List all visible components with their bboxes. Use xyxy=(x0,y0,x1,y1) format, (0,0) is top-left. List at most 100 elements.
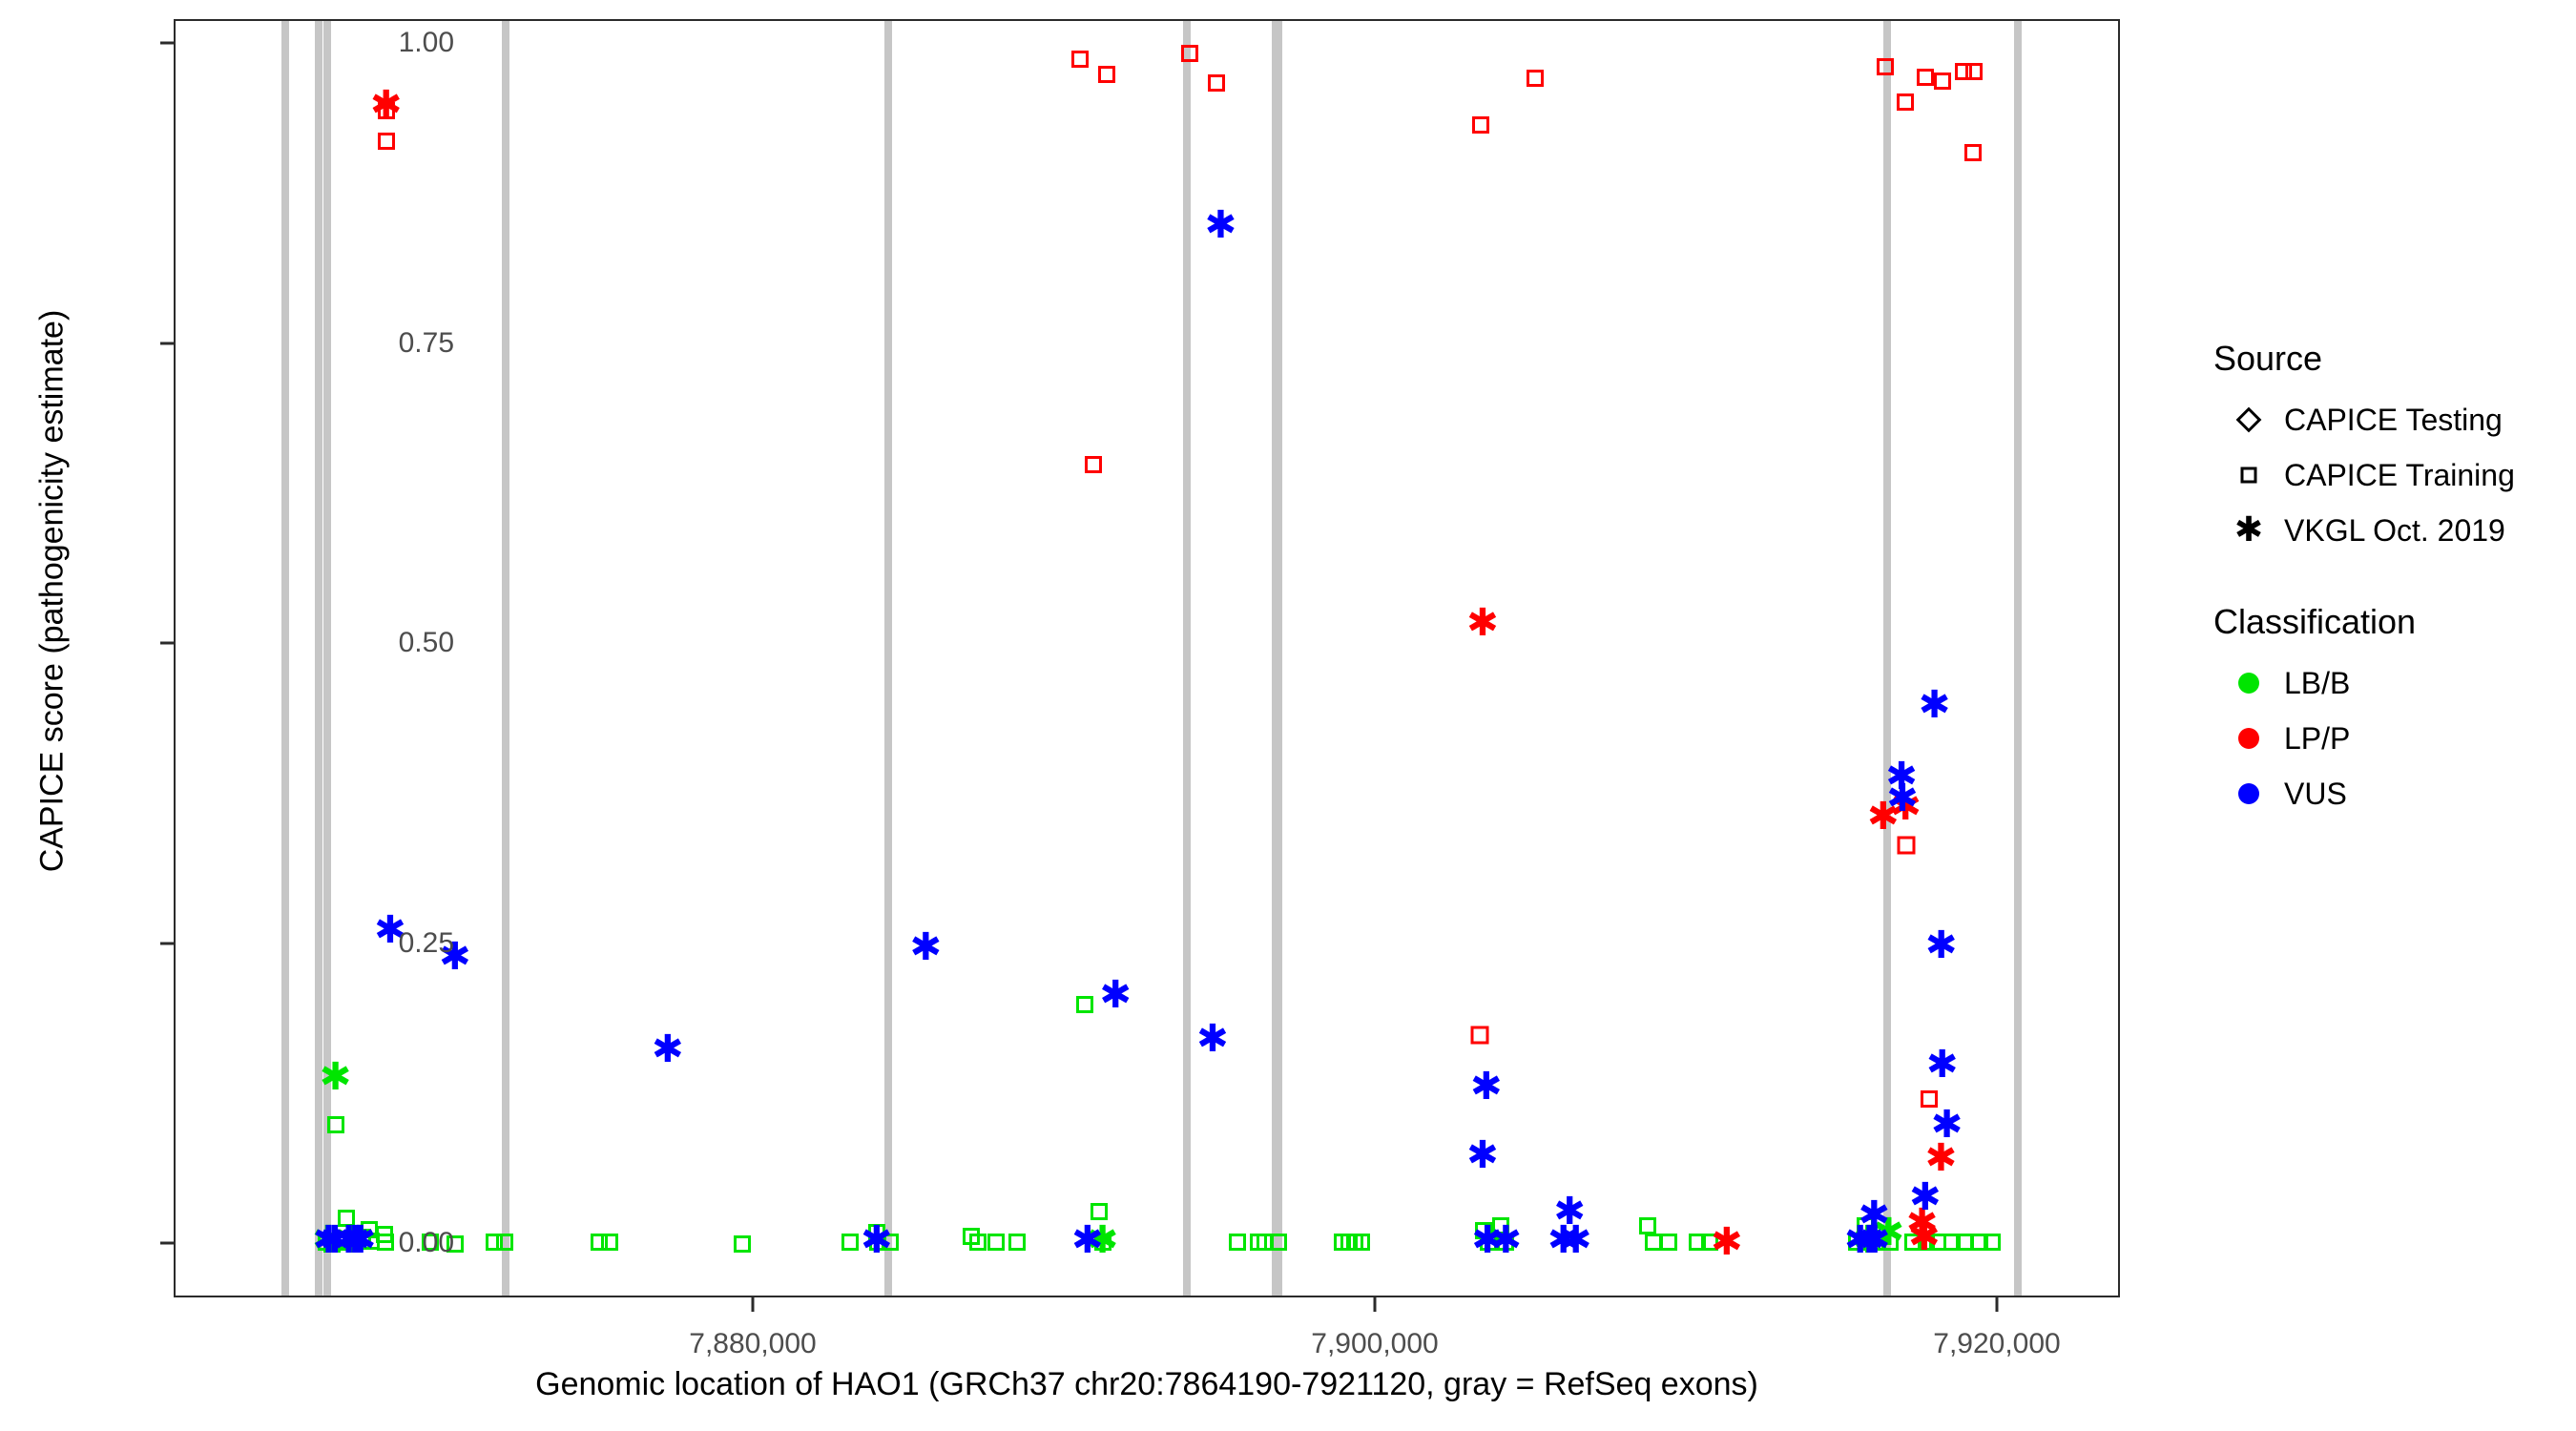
legend-source-title: Source xyxy=(2213,339,2323,378)
marker-square-icon xyxy=(1897,93,1915,112)
legend-source-label: CAPICE Testing xyxy=(2284,402,2503,437)
marker-square-icon xyxy=(1660,1234,1678,1252)
legend-source-label: VKGL Oct. 2019 xyxy=(2284,512,2505,548)
marker-square-icon xyxy=(591,1234,608,1252)
plot-area: ✱ ✱ ✱ ✱ ✱ ✱ ✱ ✱ ✱ ✱ ✱ ✱ ✱ ✱ ✱ ✱ ✱ ✱ ✱ ✱ ✱ ✱ ✱ ✱ ✱ ✱ ✱ ✱ ✱ ✱ ✱ ✱ ✱ ✱ ✱ ✱ ✱ ✱ ✱ ✱… xyxy=(176,21,2118,1296)
marker-square-icon xyxy=(882,1234,900,1252)
marker-square-icon xyxy=(1971,1234,1989,1252)
marker-square-icon xyxy=(1645,1234,1663,1252)
exon-band xyxy=(1272,21,1282,1296)
marker-square-icon xyxy=(1868,1234,1886,1252)
marker-square-icon xyxy=(1208,74,1226,93)
plot-panel: ✱ ✱ ✱ ✱ ✱ ✱ ✱ ✱ ✱ ✱ ✱ ✱ ✱ ✱ ✱ ✱ ✱ ✱ ✱ ✱ ✱ ✱ ✱ ✱ ✱ ✱ ✱ ✱ ✱ ✱ ✱ ✱ ✱ ✱ ✱ ✱ ✱ ✱ ✱ ✱… xyxy=(174,19,2120,1297)
marker-square-icon xyxy=(326,1116,344,1134)
marker-square-icon xyxy=(987,1234,1005,1252)
marker-diamond-icon xyxy=(1897,836,1916,855)
marker-square-icon xyxy=(1918,1234,1936,1252)
marker-square-icon xyxy=(1098,66,1116,84)
legend-key xyxy=(2213,655,2284,711)
legend-classification-row[interactable]: LB/B xyxy=(2213,655,2566,711)
y-tick-label: 0.50 xyxy=(398,627,454,658)
legend-classification-label: VUS xyxy=(2284,776,2347,811)
legend-classification-label: LB/B xyxy=(2284,665,2351,700)
marker-diamond-icon xyxy=(1470,1026,1489,1045)
marker-square-icon xyxy=(734,1234,752,1253)
x-tick-label: 7,880,000 xyxy=(689,1328,817,1359)
legend-key xyxy=(2213,711,2284,766)
color-dot-icon xyxy=(2238,673,2259,694)
exon-band xyxy=(1183,21,1192,1296)
color-dot-icon xyxy=(2238,783,2259,804)
legend: Source CAPICE Testing CAPICE Training ✱ VKG… xyxy=(2213,339,2566,821)
y-tick-mark xyxy=(160,641,174,645)
exon-band xyxy=(280,21,289,1296)
legend-source-row[interactable]: ✱ VKGL Oct. 2019 xyxy=(2213,503,2566,558)
exon-band xyxy=(501,21,509,1296)
marker-square-icon xyxy=(841,1234,860,1252)
marker-square-icon xyxy=(1955,62,1973,80)
legend-key xyxy=(2213,766,2284,821)
marker-square-icon xyxy=(868,1234,886,1252)
legend-spacer xyxy=(2213,558,2566,602)
marker-square-icon xyxy=(1091,1202,1109,1220)
y-tick-mark xyxy=(160,41,174,45)
marker-square-icon xyxy=(1700,1234,1718,1252)
marker-square-icon xyxy=(1956,1234,1974,1252)
x-tick-label: 7,920,000 xyxy=(1933,1328,2061,1359)
marker-square-icon xyxy=(1229,1234,1247,1252)
y-tick-label: 0.00 xyxy=(398,1227,454,1258)
legend-source-row[interactable]: CAPICE Testing xyxy=(2213,392,2566,447)
marker-square-icon xyxy=(344,1231,363,1249)
marker-square-icon xyxy=(1933,72,1951,90)
marker-square-icon xyxy=(1085,456,1103,474)
x-tick-label: 7,900,000 xyxy=(1311,1328,1439,1359)
marker-square-icon xyxy=(1848,1234,1866,1252)
marker-square-icon xyxy=(338,1210,356,1228)
marker-square-icon xyxy=(1963,144,1982,162)
legend-source-row[interactable]: CAPICE Training xyxy=(2213,447,2566,503)
marker-square-icon xyxy=(421,1234,439,1252)
marker-square-icon xyxy=(1094,1234,1112,1252)
legend-classification-label: LP/P xyxy=(2284,720,2351,756)
marker-square-icon xyxy=(1527,70,1545,88)
marker-square-icon xyxy=(1352,1234,1370,1252)
marker-square-icon xyxy=(601,1234,619,1252)
legend-classification-title: Classification xyxy=(2213,602,2417,641)
marker-square-icon xyxy=(867,1224,885,1242)
marker-square-icon xyxy=(377,1234,395,1252)
diamond-marker-icon xyxy=(2235,406,2262,433)
marker-square-icon xyxy=(1269,1234,1287,1252)
legend-classification-row[interactable]: VUS xyxy=(2213,766,2566,821)
marker-square-icon xyxy=(1070,51,1089,69)
y-tick-label: 0.75 xyxy=(398,326,454,359)
marker-square-icon xyxy=(1497,1234,1515,1252)
marker-square-icon xyxy=(1984,1234,2002,1252)
marker-square-icon xyxy=(495,1234,513,1252)
marker-square-icon xyxy=(969,1234,987,1252)
legend-classification-items: LB/B LP/P VUS xyxy=(2213,655,2566,821)
marker-square-icon xyxy=(486,1234,504,1252)
marker-square-icon xyxy=(377,132,395,150)
marker-square-icon xyxy=(1638,1216,1656,1234)
marker-square-icon xyxy=(1492,1216,1510,1234)
exon-band xyxy=(1883,21,1892,1296)
x-tick-mark xyxy=(751,1297,755,1312)
marker-square-icon xyxy=(1076,996,1094,1014)
marker-square-icon xyxy=(447,1234,465,1253)
marker-square-icon xyxy=(1688,1234,1706,1252)
y-tick-label: 0.25 xyxy=(398,926,454,959)
marker-square-icon xyxy=(1965,62,1984,80)
marker-square-icon xyxy=(1181,44,1199,62)
legend-key: ✱ xyxy=(2233,510,2264,550)
marker-square-icon xyxy=(377,102,395,120)
exon-band xyxy=(323,21,332,1296)
y-tick-mark xyxy=(160,1241,174,1245)
legend-classification-row[interactable]: LP/P xyxy=(2213,711,2566,766)
exon-band xyxy=(315,21,323,1296)
x-axis-label: Genomic location of HAO1 (GRCh37 chr20:7… xyxy=(535,1366,1758,1402)
marker-square-icon xyxy=(1880,1234,1899,1252)
x-tick-mark xyxy=(1995,1297,1999,1312)
legend-source-items: CAPICE Testing CAPICE Training ✱ VKGL Oct. … xyxy=(2213,392,2566,558)
exon-band xyxy=(2013,21,2022,1296)
